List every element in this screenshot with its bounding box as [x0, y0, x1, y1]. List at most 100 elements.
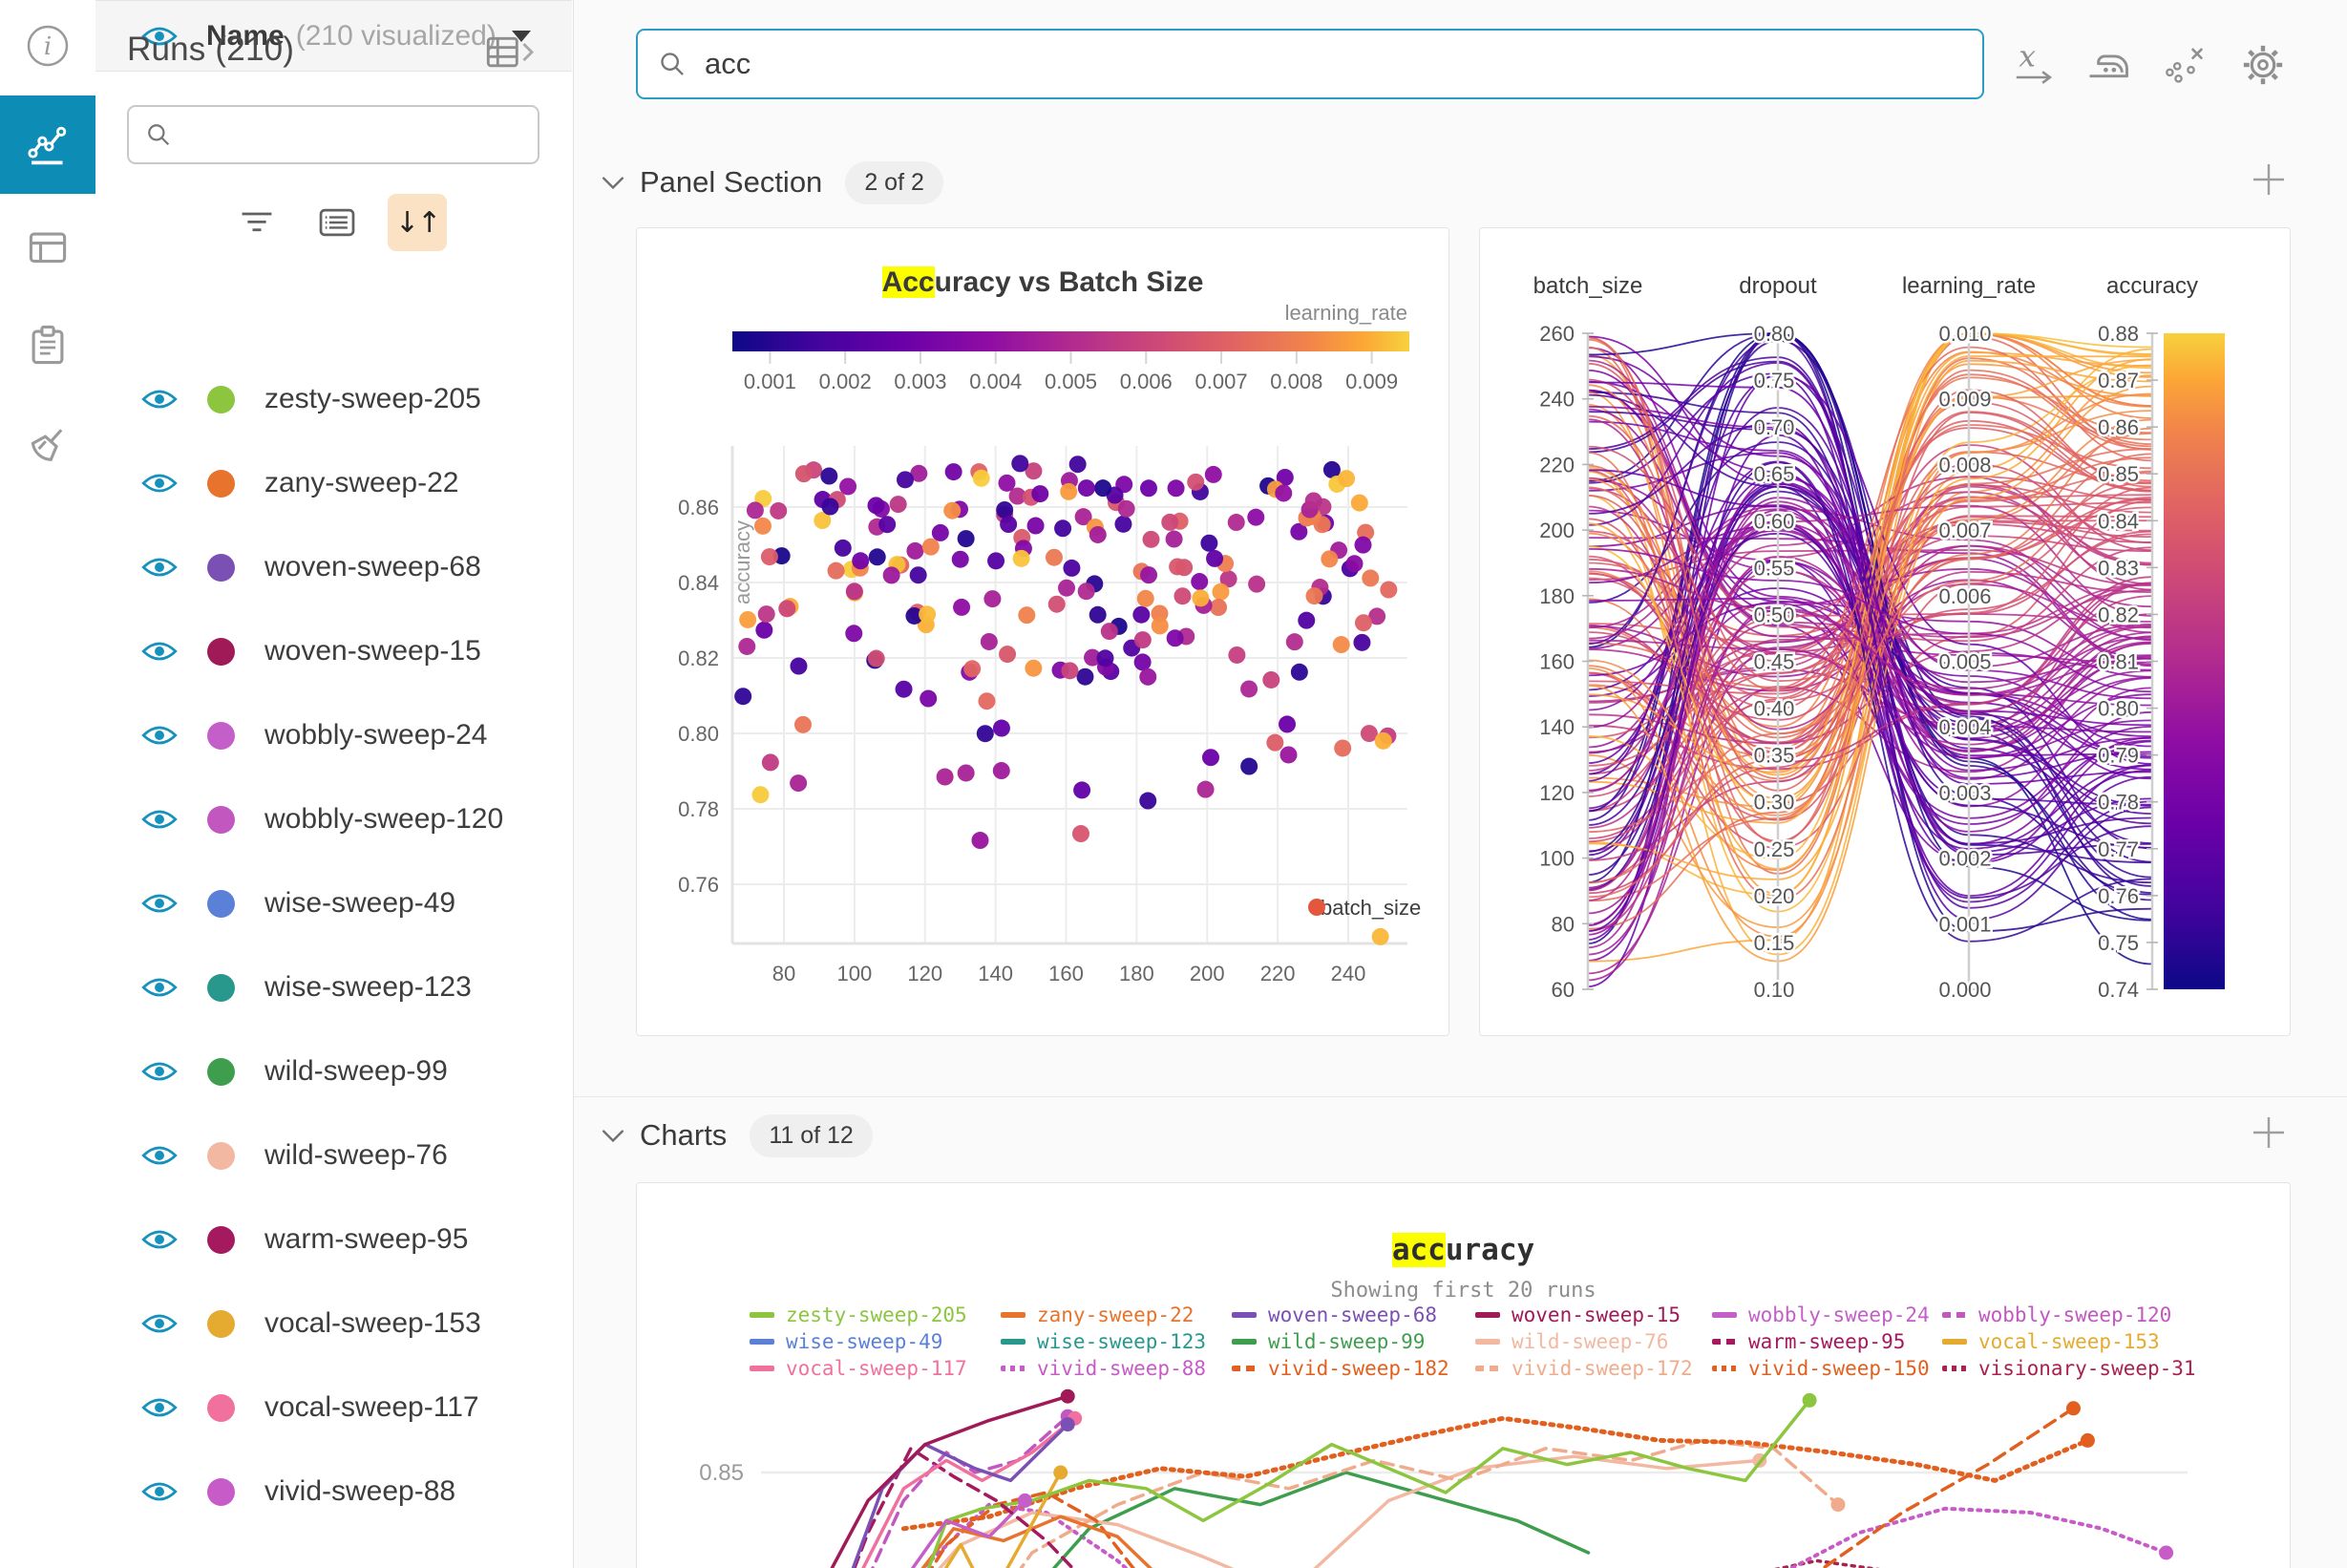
smoothing-iron-icon[interactable] [2083, 40, 2133, 90]
legend-label: wild-sweep-99 [1268, 1330, 1426, 1353]
clipboard-icon[interactable] [0, 300, 95, 392]
runs-search-input[interactable] [184, 118, 513, 151]
legend-item[interactable]: warm-sweep-95 [1712, 1330, 1905, 1353]
run-row[interactable]: wise-sweep-123 [95, 945, 572, 1029]
eye-icon[interactable] [141, 1479, 178, 1504]
legend-marker [1475, 1312, 1500, 1318]
table-icon[interactable] [0, 202, 95, 294]
run-row[interactable]: woven-sweep-15 [95, 609, 572, 693]
info-icon[interactable]: i [0, 0, 95, 92]
legend-item[interactable]: vivid-sweep-182 [1232, 1357, 1449, 1380]
legend-item[interactable]: wobbly-sweep-120 [1942, 1303, 2171, 1326]
legend-item[interactable]: vivid-sweep-88 [1001, 1357, 1206, 1380]
chevron-down-icon[interactable] [602, 175, 624, 190]
outliers-icon[interactable] [2160, 40, 2210, 90]
run-row[interactable]: vocal-sweep-153 [95, 1282, 572, 1366]
runs-panel-title: Runs (210) [127, 31, 295, 68]
legend-item[interactable]: zesty-sweep-205 [750, 1303, 967, 1326]
panel-search-input[interactable] [703, 46, 1852, 82]
run-row[interactable]: wise-sweep-49 [95, 861, 572, 945]
eye-icon[interactable] [141, 471, 178, 496]
legend-item[interactable]: wild-sweep-76 [1475, 1330, 1668, 1353]
section-badge: 11 of 12 [750, 1113, 873, 1157]
legend-label: zesty-sweep-205 [786, 1303, 967, 1326]
legend-item[interactable]: zany-sweep-22 [1001, 1303, 1194, 1326]
legend-item[interactable]: wild-sweep-99 [1232, 1330, 1425, 1353]
visualized-count: (210 visualized) [295, 19, 497, 52]
run-row[interactable]: warm-sweep-95 [95, 1197, 572, 1282]
svg-text:0.45: 0.45 [1754, 650, 1795, 674]
legend-item[interactable]: woven-sweep-68 [1232, 1303, 1437, 1326]
workspace-tab-line-chart-icon[interactable] [0, 95, 95, 194]
svg-text:0.10: 0.10 [1754, 978, 1795, 1002]
run-row[interactable]: zesty-sweep-205 [95, 357, 572, 441]
legend-item[interactable]: wise-sweep-123 [1001, 1330, 1206, 1353]
svg-text:dropout: dropout [1739, 273, 1817, 299]
legend-item[interactable]: vivid-sweep-172 [1475, 1357, 1693, 1380]
legend-item[interactable]: wise-sweep-49 [750, 1330, 942, 1353]
eye-icon[interactable] [141, 1311, 178, 1336]
section-title[interactable]: Charts [640, 1118, 728, 1152]
run-color-dot [207, 721, 235, 750]
legend-item[interactable]: wobbly-sweep-24 [1712, 1303, 1930, 1326]
eye-icon[interactable] [141, 387, 178, 412]
accuracy-line-panel[interactable]: accuracy Showing first 20 runs zesty-swe… [636, 1182, 2291, 1568]
eye-icon[interactable] [141, 1143, 178, 1168]
run-row[interactable]: woven-sweep-68 [95, 525, 572, 609]
svg-text:0.35: 0.35 [1754, 744, 1795, 768]
eye-icon[interactable] [141, 1395, 178, 1420]
legend-item[interactable]: woven-sweep-15 [1475, 1303, 1681, 1326]
eye-icon[interactable] [141, 1227, 178, 1252]
search-icon [148, 124, 170, 146]
legend-label: wobbly-sweep-120 [1978, 1303, 2172, 1326]
run-name: woven-sweep-15 [264, 635, 481, 667]
legend-item[interactable]: vocal-sweep-153 [1942, 1330, 2160, 1353]
svg-text:0.004: 0.004 [1938, 715, 1991, 739]
nav-rail: i [0, 0, 96, 1568]
runs-search-box [127, 105, 539, 164]
eye-icon[interactable] [141, 1059, 178, 1084]
add-panel-icon[interactable] [2250, 160, 2288, 199]
filter-icon[interactable] [227, 194, 286, 251]
eye-icon[interactable] [141, 24, 178, 49]
svg-text:0.008: 0.008 [1270, 370, 1322, 393]
legend-item[interactable]: vivid-sweep-150 [1712, 1357, 1930, 1380]
legend-item[interactable]: vocal-sweep-117 [750, 1357, 967, 1380]
eye-icon[interactable] [141, 723, 178, 748]
group-list-icon[interactable] [307, 194, 367, 251]
run-row[interactable]: wobbly-sweep-24 [95, 693, 572, 777]
section-title[interactable]: Panel Section [640, 165, 823, 199]
eye-icon[interactable] [141, 807, 178, 832]
run-row[interactable]: zany-sweep-22 [95, 441, 572, 525]
run-name: woven-sweep-68 [264, 551, 481, 583]
eye-icon[interactable] [141, 891, 178, 916]
run-color-dot [207, 1141, 235, 1170]
expand-table-icon[interactable] [485, 34, 540, 73]
run-row[interactable]: wild-sweep-99 [95, 1029, 572, 1113]
parallel-coordinates-panel[interactable]: batch_size 260 240 220 200 180 160 140 120 100 80 6… [1479, 227, 2291, 1036]
run-row[interactable]: wild-sweep-76 [95, 1113, 572, 1197]
legend-marker [1001, 1312, 1025, 1318]
legend-item[interactable]: visionary-sweep-31 [1942, 1357, 2196, 1380]
legend-marker [1712, 1312, 1737, 1318]
add-chart-icon[interactable] [2250, 1113, 2288, 1152]
scatter-panel[interactable]: Accuracy vs Batch Size learning_rate 0.00… [636, 227, 1449, 1036]
sort-icon[interactable]: ↓↑ [388, 194, 447, 251]
eye-icon[interactable] [141, 555, 178, 580]
runs-name-header[interactable]: Name (210 visualized) [95, 0, 572, 72]
svg-text:0.80: 0.80 [2098, 697, 2139, 721]
run-row[interactable]: vocal-sweep-117 [95, 1366, 572, 1450]
eye-icon[interactable] [141, 639, 178, 664]
svg-text:140: 140 [978, 962, 1013, 985]
x-axis-settings-icon[interactable]: x [2009, 40, 2059, 90]
legend-marker [1232, 1312, 1257, 1318]
broom-icon[interactable] [0, 399, 95, 491]
gear-icon[interactable] [2238, 40, 2288, 90]
run-row[interactable]: wobbly-sweep-120 [95, 777, 572, 861]
chevron-down-icon[interactable] [602, 1128, 624, 1143]
svg-text:0.60: 0.60 [1754, 509, 1795, 533]
eye-icon[interactable] [141, 975, 178, 1000]
run-row[interactable]: vivid-sweep-88 [95, 1450, 572, 1534]
svg-text:200: 200 [1190, 962, 1225, 985]
svg-text:0.006: 0.006 [1938, 584, 1991, 608]
